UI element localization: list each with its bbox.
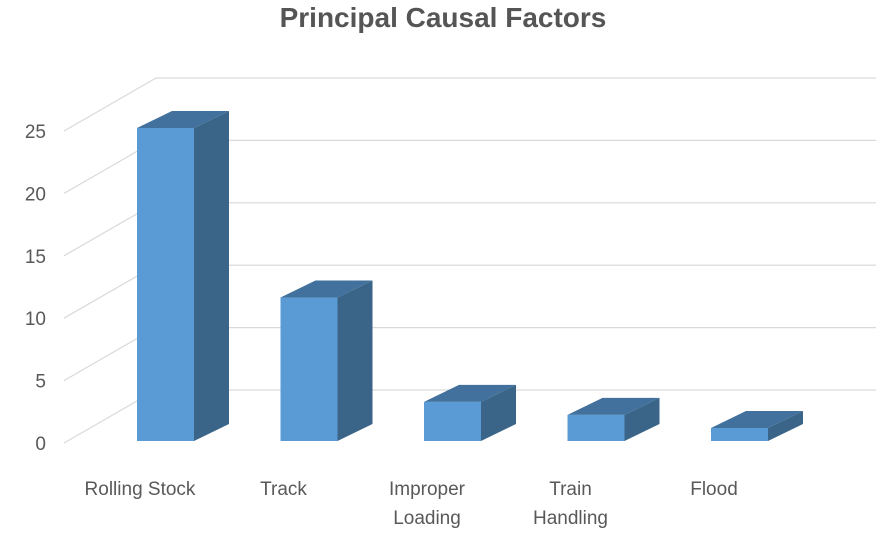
x-category-label-line: Train [549,479,592,500]
bar-side [194,111,229,441]
gridlines [63,77,876,444]
x-category-label-line: Loading [393,508,461,529]
bar [711,410,803,441]
bar-top [567,397,660,415]
bar-front [280,297,338,441]
y-tick-label: 20 [25,184,46,205]
x-category-label: Train Handling [533,479,608,529]
y-tick-label: 25 [25,122,46,143]
bar-top [711,410,803,428]
bar-top [137,111,229,128]
chart-title: Principal Causal Factors [279,2,607,33]
bar-side [768,410,803,441]
bar-front [424,401,481,441]
bar-side [624,397,660,441]
bar [424,384,516,441]
x-category-label: Improper Loading [389,479,466,529]
gridline-depth [63,77,157,132]
bar-top [280,280,373,298]
x-category-label-line: Rolling Stock [85,479,196,500]
x-category-label-line: Flood [690,479,738,500]
x-category-label-line: Track [260,479,307,500]
y-tick-label: 10 [25,309,46,330]
x-category-label: Flood [690,479,738,500]
x-axis-labels: Rolling Stock Track Improper Loading Train Ha… [85,479,738,529]
bar [567,397,660,441]
bar-side [337,280,373,441]
bar [137,111,229,441]
x-category-label-line: Improper [389,479,466,500]
bar-front [567,414,625,441]
y-tick-label: 0 [35,434,46,455]
x-category-label-line: Handling [533,508,608,529]
x-category-label: Rolling Stock [85,479,196,500]
bars [137,111,803,441]
bar-side [481,384,516,441]
bar-top [424,384,516,402]
x-category-label: Track [260,479,307,500]
y-tick-label: 15 [25,247,46,268]
bar-front [711,427,768,441]
y-axis-ticks: 0 5 10 15 20 25 [25,122,46,455]
y-tick-label: 5 [35,372,46,393]
bar-front [137,128,194,441]
bar [280,280,373,441]
